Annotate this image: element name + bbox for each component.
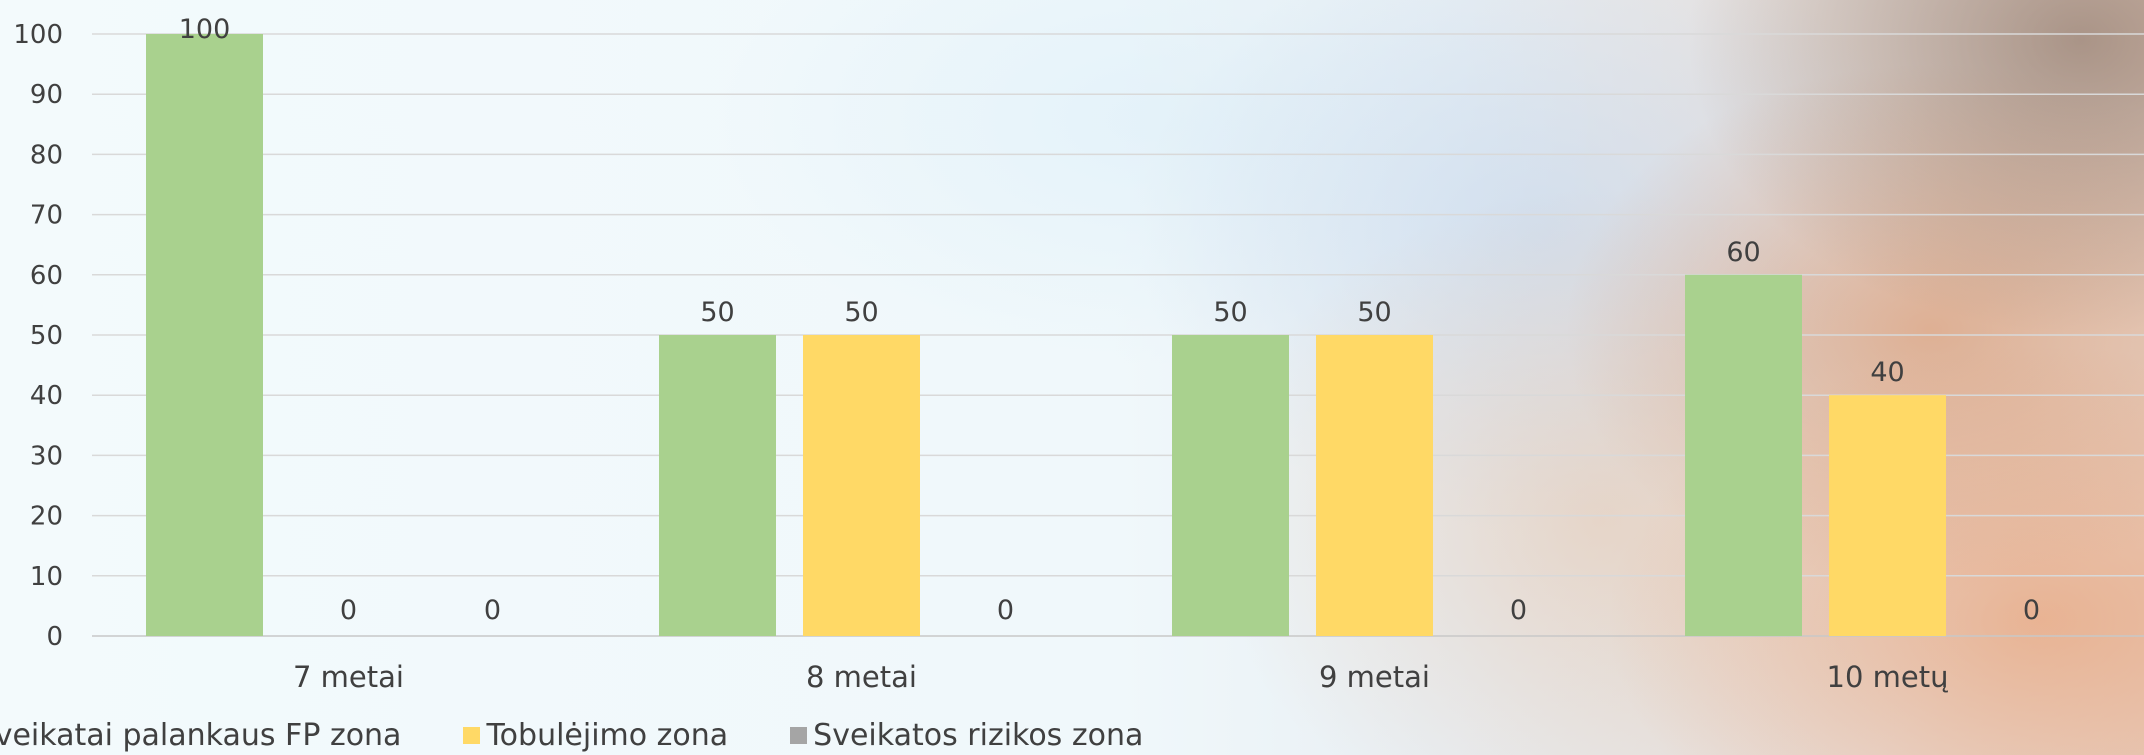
x-category-label: 10 metų	[1827, 660, 1949, 694]
y-tick-label: 100	[13, 20, 63, 50]
bar	[659, 335, 776, 636]
data-label: 40	[1870, 357, 1904, 388]
data-label: 50	[700, 297, 734, 328]
y-tick-label: 50	[30, 321, 63, 351]
legend-item: Sveikatos rizikos zona	[790, 718, 1143, 753]
legend-label: Sveikatos rizikos zona	[813, 718, 1144, 753]
data-label: 0	[2023, 595, 2040, 626]
bar	[803, 335, 920, 636]
data-label: 50	[844, 297, 878, 328]
y-tick-label: 20	[30, 502, 63, 532]
data-label: 100	[179, 14, 231, 45]
legend-label: Sveikatai palankaus FP zona	[0, 718, 402, 753]
bar	[1685, 274, 1802, 636]
data-label: 60	[1726, 237, 1760, 268]
x-axis: 7 metai 8 metai 9 metai 10 metų	[293, 660, 1948, 694]
legend-label: Tobulėjimo zona	[486, 718, 729, 753]
x-category-label: 9 metai	[1319, 660, 1430, 694]
data-label: 50	[1357, 297, 1391, 328]
legend: Sveikatai palankaus FP zona Tobulėjimo zo…	[0, 718, 1143, 753]
legend-item: Sveikatai palankaus FP zona	[0, 718, 401, 753]
data-label: 0	[997, 595, 1014, 626]
bar	[1316, 335, 1433, 636]
bars	[146, 34, 1946, 636]
x-category-label: 8 metai	[806, 660, 917, 694]
y-tick-label: 90	[30, 80, 63, 110]
y-tick-label: 30	[30, 441, 63, 471]
bar	[1172, 335, 1289, 636]
y-tick-label: 10	[30, 562, 63, 592]
bar	[146, 34, 263, 636]
data-label: 50	[1213, 297, 1247, 328]
x-category-label: 7 metai	[293, 660, 404, 694]
bar	[1829, 395, 1946, 636]
legend-swatch	[790, 727, 808, 744]
y-tick-label: 70	[30, 201, 63, 231]
y-tick-label: 0	[46, 622, 63, 652]
data-label: 0	[484, 595, 501, 626]
y-tick-label: 40	[30, 381, 63, 411]
legend-item: Tobulėjimo zona	[463, 718, 728, 753]
bar-chart: 0 10 20 30 40 50 60 70 80 90 100 100 0 0 50 50 0 50 50 0 60…	[13, 14, 2144, 694]
legend-swatch	[463, 727, 481, 744]
y-tick-label: 60	[30, 261, 63, 291]
y-axis: 0 10 20 30 40 50 60 70 80 90 100	[13, 20, 63, 652]
data-label: 0	[1510, 595, 1527, 626]
gridlines	[92, 33, 2144, 637]
data-labels: 100 0 0 50 50 0 50 50 0 60 40 0	[179, 14, 2040, 626]
data-label: 0	[340, 595, 357, 626]
y-tick-label: 80	[30, 140, 63, 170]
